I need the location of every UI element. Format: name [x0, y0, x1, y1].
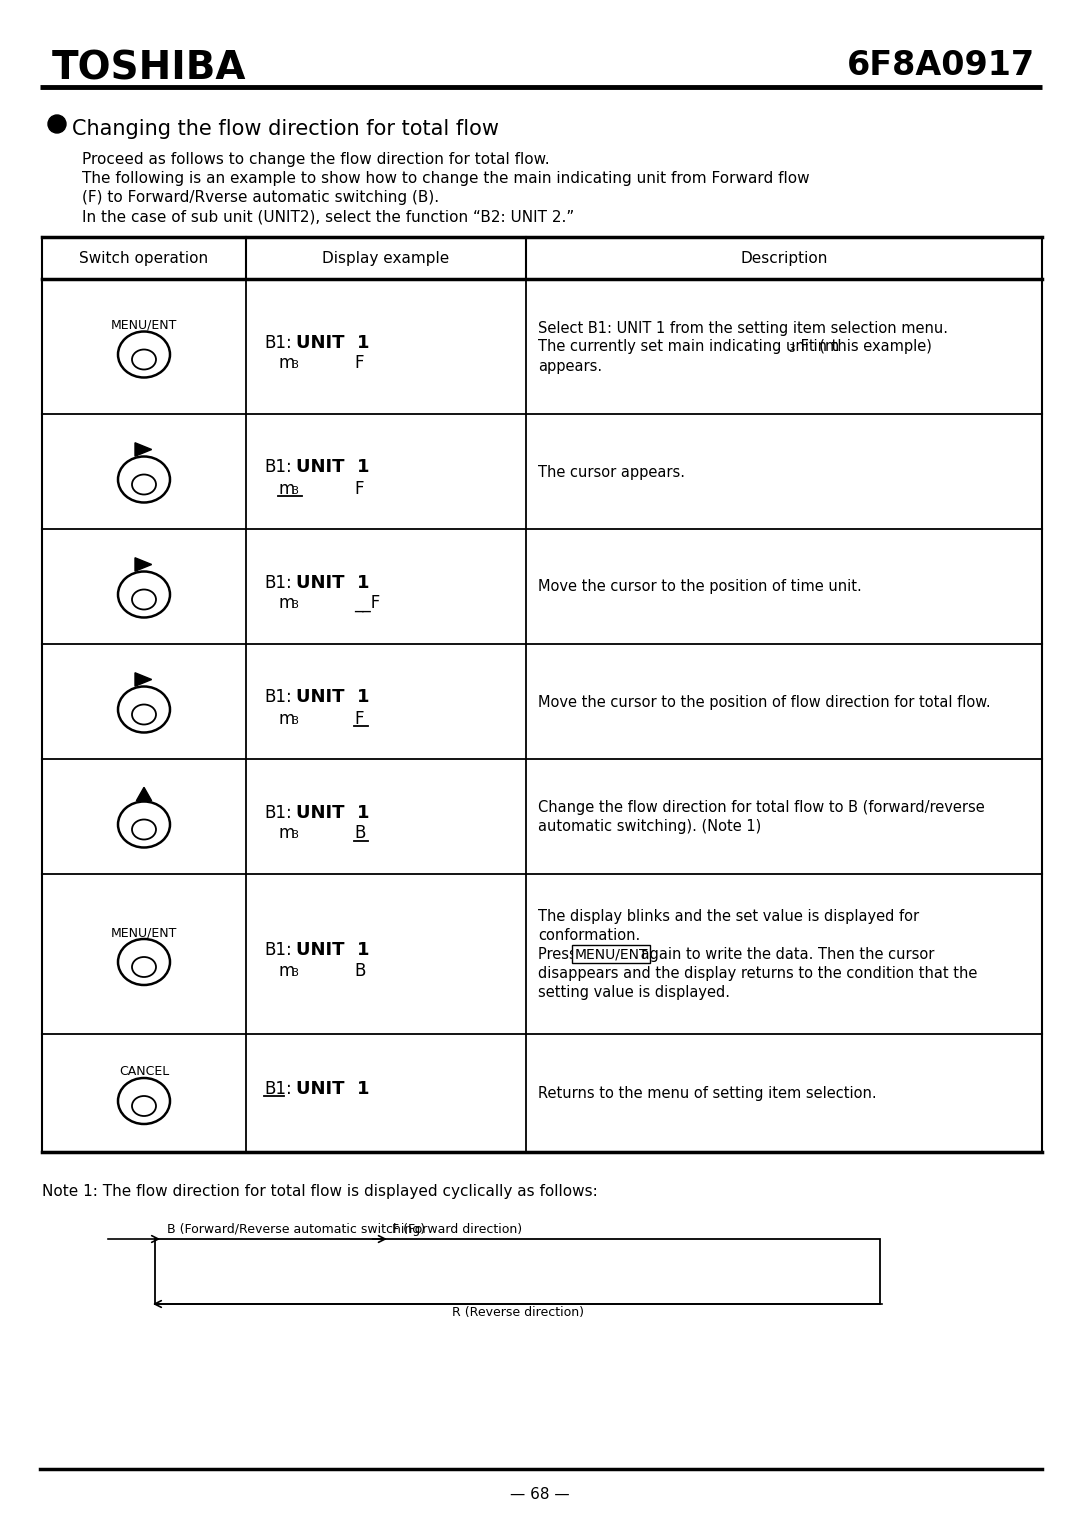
- Text: R (Reverse direction): R (Reverse direction): [451, 1306, 583, 1319]
- Polygon shape: [136, 788, 151, 800]
- Text: 6F8A0917: 6F8A0917: [847, 49, 1035, 82]
- Text: B1:: B1:: [264, 803, 292, 822]
- Text: Move the cursor to the position of time unit.: Move the cursor to the position of time …: [538, 580, 862, 594]
- Text: 3: 3: [291, 831, 298, 840]
- Text: The currently set main indicating unit (m: The currently set main indicating unit (…: [538, 339, 839, 354]
- Circle shape: [48, 115, 66, 133]
- Text: B1:: B1:: [264, 941, 292, 959]
- Text: again to write the data. Then the cursor: again to write the data. Then the cursor: [636, 947, 934, 962]
- Bar: [156, 1238, 880, 1304]
- Polygon shape: [135, 443, 151, 457]
- Text: Note 1: The flow direction for total flow is displayed cyclically as follows:: Note 1: The flow direction for total flo…: [42, 1183, 597, 1199]
- Text: UNIT  1: UNIT 1: [296, 941, 369, 959]
- Text: UNIT  1: UNIT 1: [296, 803, 369, 822]
- Text: 3: 3: [291, 968, 298, 977]
- Text: Move the cursor to the position of flow direction for total flow.: Move the cursor to the position of flow …: [538, 695, 990, 710]
- Text: UNIT  1: UNIT 1: [296, 458, 369, 476]
- Text: MENU/ENT: MENU/ENT: [111, 319, 177, 331]
- Text: automatic switching). (Note 1): automatic switching). (Note 1): [538, 818, 761, 834]
- Polygon shape: [135, 557, 151, 571]
- Text: F: F: [354, 710, 364, 727]
- Text: F (Forward direction): F (Forward direction): [392, 1223, 522, 1235]
- Text: disappears and the display returns to the condition that the: disappears and the display returns to th…: [538, 967, 977, 980]
- Text: B1:: B1:: [264, 333, 292, 351]
- Text: B: B: [354, 825, 365, 843]
- Text: In the case of sub unit (UNIT2), select the function “B2: UNIT 2.”: In the case of sub unit (UNIT2), select …: [82, 209, 575, 224]
- Text: m: m: [279, 710, 295, 727]
- Text: B1:: B1:: [264, 689, 292, 707]
- Text: TOSHIBA: TOSHIBA: [52, 49, 246, 87]
- Text: Switch operation: Switch operation: [80, 250, 208, 266]
- Text: MENU/ENT: MENU/ENT: [111, 925, 177, 939]
- Text: 3: 3: [291, 486, 298, 495]
- Polygon shape: [135, 673, 151, 686]
- Text: Display example: Display example: [322, 250, 449, 266]
- Text: 3: 3: [291, 600, 298, 611]
- Text: UNIT  1: UNIT 1: [296, 574, 369, 591]
- Text: — 68 —: — 68 —: [510, 1487, 570, 1503]
- Text: __F: __F: [354, 594, 380, 612]
- Text: m: m: [279, 962, 295, 980]
- Text: conformation.: conformation.: [538, 928, 640, 944]
- Text: The display blinks and the set value is displayed for: The display blinks and the set value is …: [538, 909, 919, 924]
- Text: Press: Press: [538, 947, 581, 962]
- Text: The cursor appears.: The cursor appears.: [538, 464, 685, 479]
- Text: Select B1: UNIT 1 from the setting item selection menu.: Select B1: UNIT 1 from the setting item …: [538, 321, 948, 336]
- Text: B: B: [354, 962, 365, 980]
- Text: B1:: B1:: [264, 458, 292, 476]
- Text: (F) to Forward/Rverse automatic switching (B).: (F) to Forward/Rverse automatic switchin…: [82, 189, 440, 205]
- Text: setting value is displayed.: setting value is displayed.: [538, 985, 730, 1000]
- Text: UNIT  1: UNIT 1: [296, 1080, 369, 1098]
- Text: m: m: [279, 594, 295, 612]
- Text: 3: 3: [788, 345, 795, 354]
- Text: appears.: appears.: [538, 359, 603, 374]
- Text: UNIT  1: UNIT 1: [296, 333, 369, 351]
- Text: Changing the flow direction for total flow: Changing the flow direction for total fl…: [72, 119, 499, 139]
- Text: 3: 3: [291, 716, 298, 725]
- Text: B1:: B1:: [264, 574, 292, 591]
- Text: m: m: [279, 825, 295, 843]
- Text: F in this example): F in this example): [796, 339, 932, 354]
- Text: F: F: [354, 479, 364, 498]
- Text: m: m: [279, 479, 295, 498]
- Text: The following is an example to show how to change the main indicating unit from : The following is an example to show how …: [82, 171, 810, 186]
- Text: UNIT  1: UNIT 1: [296, 689, 369, 707]
- Text: B (Forward/Reverse automatic switching): B (Forward/Reverse automatic switching): [167, 1223, 426, 1235]
- Text: Proceed as follows to change the flow direction for total flow.: Proceed as follows to change the flow di…: [82, 153, 550, 166]
- Text: CANCEL: CANCEL: [119, 1064, 170, 1078]
- Text: Description: Description: [740, 250, 827, 266]
- Text: MENU/ENT: MENU/ENT: [575, 947, 648, 960]
- Text: Change the flow direction for total flow to B (forward/reverse: Change the flow direction for total flow…: [538, 800, 985, 815]
- Text: Returns to the menu of setting item selection.: Returns to the menu of setting item sele…: [538, 1086, 877, 1101]
- Text: B1:: B1:: [264, 1080, 292, 1098]
- Text: 3: 3: [291, 360, 298, 371]
- Text: F: F: [354, 354, 364, 373]
- Text: m: m: [279, 354, 295, 373]
